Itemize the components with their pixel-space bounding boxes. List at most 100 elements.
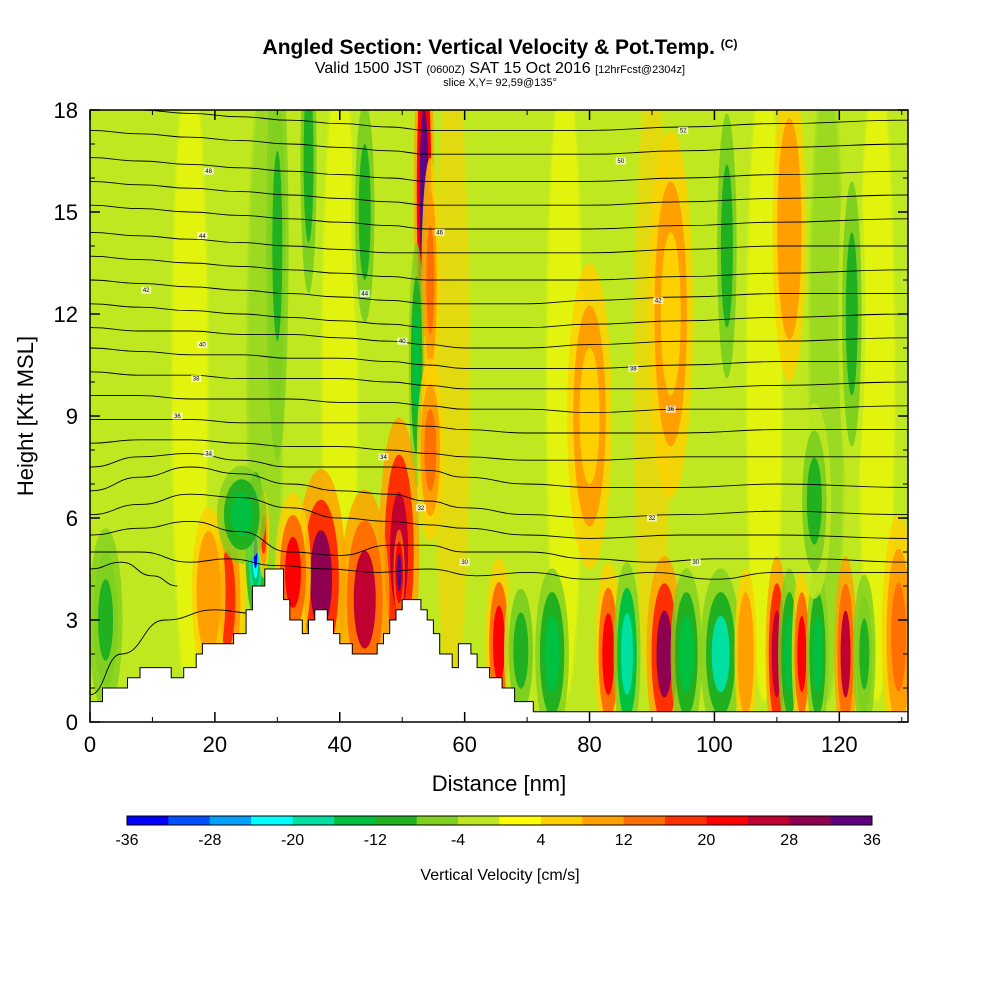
theta-contour xyxy=(90,551,908,580)
velocity-cell xyxy=(711,615,730,693)
velocity-cell xyxy=(806,457,822,545)
colorbar-tick-label: -12 xyxy=(364,832,387,849)
contour-label-bg xyxy=(197,232,208,240)
contour-label-bg xyxy=(653,296,664,304)
x-tick-label: 60 xyxy=(452,732,476,757)
contour-label: 34 xyxy=(380,455,387,461)
colorbar-swatch xyxy=(458,816,500,825)
contour-label: 42 xyxy=(143,288,150,294)
velocity-cell xyxy=(797,615,807,693)
colorbar-swatch xyxy=(665,816,707,825)
theta-contour xyxy=(90,157,908,182)
contour-label: 36 xyxy=(667,407,674,413)
colorbar-swatch xyxy=(499,816,542,825)
velocity-cell xyxy=(98,579,114,661)
contour-label: 46 xyxy=(436,230,443,236)
velocity-cell xyxy=(845,232,858,396)
field-band xyxy=(484,110,521,702)
velocity-cell xyxy=(812,615,823,693)
contour-label-bg xyxy=(191,375,202,383)
contour-label: 40 xyxy=(199,343,206,349)
velocity-cell xyxy=(396,553,402,592)
theta-contour xyxy=(126,110,908,131)
colorbar-tick-label: -28 xyxy=(198,832,221,849)
contour-label-bg xyxy=(678,126,689,134)
velocity-cell xyxy=(303,110,314,243)
velocity-cell xyxy=(784,615,795,693)
y-tick-label: 6 xyxy=(66,506,78,531)
y-tick-label: 18 xyxy=(54,98,78,123)
colorbar-tick-label: 36 xyxy=(863,832,881,849)
colorbar-swatch xyxy=(582,816,624,825)
theta-contour xyxy=(90,395,908,414)
contour-label: 38 xyxy=(193,377,200,383)
colorbar-swatch xyxy=(251,816,293,825)
colorbar-tick-label: -4 xyxy=(451,832,465,849)
theta-contour xyxy=(90,561,178,587)
theta-contour xyxy=(90,204,908,230)
y-tick-label: 12 xyxy=(54,302,78,327)
chart-slice-label: slice X,Y= 92,59@135° xyxy=(443,77,557,89)
velocity-cell xyxy=(859,618,870,690)
theta-contour xyxy=(90,520,908,563)
y-tick-label: 0 xyxy=(66,710,78,735)
x-tick-label: 120 xyxy=(821,732,858,757)
velocity-cell xyxy=(358,144,371,280)
velocity-cell xyxy=(353,550,376,649)
contour-label: 32 xyxy=(418,506,425,512)
contour-label: 44 xyxy=(199,234,206,240)
colorbar-tick-label: -20 xyxy=(281,832,304,849)
x-tick-label: 100 xyxy=(696,732,733,757)
contour-label: 48 xyxy=(205,169,212,175)
theta-contour xyxy=(90,347,908,369)
theta-contour xyxy=(90,255,908,281)
colorbar-tick-label: 20 xyxy=(698,832,716,849)
velocity-cell xyxy=(656,610,673,698)
velocity-cell xyxy=(891,582,907,692)
contour-label: 40 xyxy=(399,339,406,345)
theta-contour xyxy=(90,493,908,539)
colorbar-swatch xyxy=(209,816,252,825)
velocity-cell xyxy=(781,161,797,297)
colorbar-swatch xyxy=(747,816,790,825)
colorbar-swatch xyxy=(292,816,335,825)
velocity-cell xyxy=(621,613,634,695)
velocity-cell xyxy=(840,610,851,698)
contour-label: 34 xyxy=(205,451,212,457)
y-tick-label: 9 xyxy=(66,404,78,429)
x-tick-label: 0 xyxy=(84,732,96,757)
velocity-cell xyxy=(284,537,301,608)
contour-label: 32 xyxy=(649,516,656,522)
velocity-cell xyxy=(493,605,505,682)
subtitle-valid: Valid 1500 JST xyxy=(314,60,422,77)
colorbar: -36 -28 -20 -12 -4 4 12 20 28 36 xyxy=(115,815,881,849)
colorbar-swatch xyxy=(623,816,666,825)
subtitle-date: SAT 15 Oct 2016 xyxy=(469,60,591,77)
potential-temperature-contours: 30 30 32 32 34 34 36 36 38 38 40 40 42 42 44 44 46 48 50 52 xyxy=(90,110,908,696)
contour-label-bg xyxy=(646,514,657,522)
colorbar-swatch xyxy=(789,816,831,825)
x-tick-label: 20 xyxy=(203,732,227,757)
colorbar-swatch xyxy=(168,816,211,825)
theta-contour xyxy=(90,439,908,461)
contour-label-bg xyxy=(378,453,389,461)
chart-subtitle: Valid 1500 JST (0600Z) SAT 15 Oct 2016 [… xyxy=(0,60,1000,78)
field-band xyxy=(434,110,471,702)
terrain xyxy=(89,568,909,723)
contour-label: 30 xyxy=(461,560,468,566)
colorbar-tick-label: 28 xyxy=(780,832,798,849)
x-axis-title: Distance [nm] xyxy=(432,771,567,796)
chart-title-tag: (C) xyxy=(720,37,738,51)
x-axis: 0 20 40 60 80 100 120 xyxy=(84,110,903,757)
velocity-cell xyxy=(230,492,253,537)
velocity-cell xyxy=(201,554,217,631)
colorbar-title: Vertical Velocity [cm/s] xyxy=(420,867,579,884)
theta-contour xyxy=(90,231,908,254)
subtitle-zulu: (0600Z) xyxy=(426,64,465,76)
contour-label-bg xyxy=(665,405,676,413)
y-axis-title: Height [Kft MSL] xyxy=(13,336,38,496)
y-tick-label: 3 xyxy=(66,608,78,633)
contour-label: 50 xyxy=(617,159,624,165)
